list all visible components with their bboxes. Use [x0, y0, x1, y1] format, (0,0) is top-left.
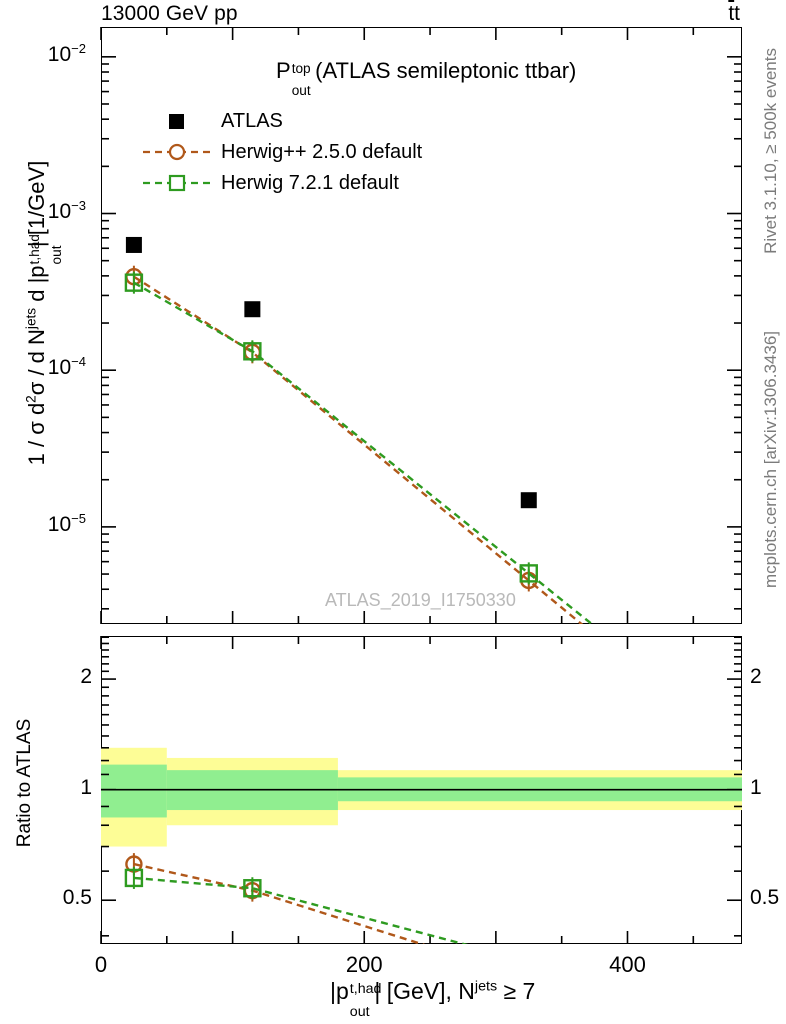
legend-marker-filled-square-icon — [143, 109, 213, 133]
x-ticklabel: 400 — [609, 952, 646, 977]
y-ticklabel-main: 10−3 — [47, 197, 86, 223]
x-ticklabel: 0 — [94, 952, 108, 977]
legend-label-herwigpp: Herwig++ 2.5.0 default — [221, 141, 423, 163]
y-ticklabel-ratio-left: 2 — [80, 665, 92, 689]
beam-energy-label: 13000 GeV pp — [101, 2, 238, 25]
x-ticklabel: 200 — [345, 952, 383, 977]
legend-label-atlas: ATLAS — [221, 110, 283, 132]
legend-marker-open-square-icon — [143, 171, 213, 195]
plot-title-rest: (ATLAS semileptonic ttbar) — [315, 58, 577, 83]
analysis-id-watermark: ATLAS_2019_I1750330 — [325, 590, 516, 610]
y-ticklabel-main: 10−2 — [47, 40, 86, 66]
y-ticklabel-main: 10−4 — [47, 354, 86, 380]
y-ticklabel-ratio-right: 0.5 — [750, 886, 780, 910]
plot-title-symbol: P — [276, 58, 291, 83]
y-ticklabel-ratio-left: 1 — [80, 775, 92, 799]
y-ticklabel-ratio-right: 2 — [750, 665, 762, 689]
y-ticklabel-main: 10−5 — [47, 510, 86, 536]
y-axis-label-main: 1 / σ d2σ / d Njets d |p t,had out | [1/Ge… — [23, 160, 64, 466]
x-axis-label: |p t,had out | [GeV], Njets ≥ 7 — [330, 978, 536, 1020]
y-ticklabel-ratio-left: 0.5 — [62, 886, 92, 910]
plot-title-superscript: top — [291, 60, 311, 76]
mcplots-caption: mcplots.cern.ch [arXiv:1306.3436] — [761, 331, 780, 589]
y-ticklabel-ratio-right: 1 — [750, 775, 762, 799]
ratio-plot-frame — [101, 636, 742, 944]
legend-label-herwig7: Herwig 7.2.1 default — [221, 172, 399, 194]
plot-title-subscript: out — [291, 82, 311, 98]
legend-marker-open-circle-icon — [143, 140, 213, 164]
rivet-version-caption: Rivet 3.1.10, ≥ 500k events — [761, 48, 780, 254]
process-label: tt — [728, 2, 740, 25]
